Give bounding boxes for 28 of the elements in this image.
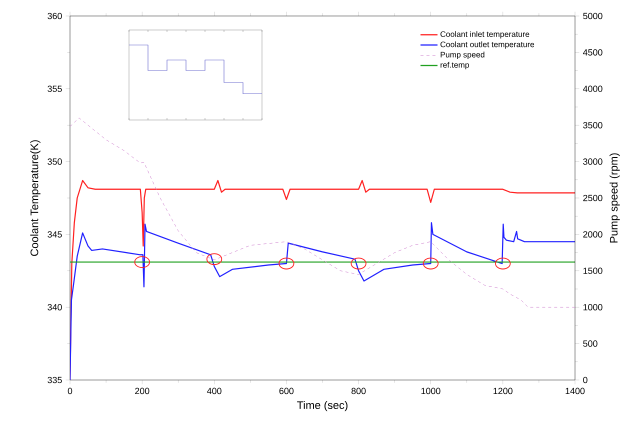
y2-tick-label: 0 (583, 376, 588, 384)
y2-axis-title: Pump speed (rpm) (610, 153, 620, 242)
y2-tick-label: 4500 (582, 49, 602, 56)
y2-tick-label: 3000 (583, 158, 602, 165)
x-tick-label: 200 (135, 388, 150, 394)
x-tick-label: 0 (68, 388, 72, 394)
x-axis-title: Time (sec) (297, 400, 348, 412)
y2-tick-label: 1500 (583, 268, 602, 274)
x-tick-label: 800 (351, 388, 366, 394)
y-axis-title: Coolant Temperature(K) (30, 140, 40, 256)
y2-tick-label: 4000 (582, 86, 602, 92)
x-tick-label: 1400 (566, 388, 585, 394)
x-tick-label: 1200 (494, 388, 512, 394)
x-tick-label: 600 (279, 388, 294, 394)
y2-tick-label: 2500 (583, 194, 602, 202)
y2-tick-label: 1000 (583, 304, 602, 310)
y-tick-label: 360 (48, 12, 62, 20)
y-tick-label: 345 (48, 231, 62, 238)
y2-tick-label: 2000 (583, 231, 602, 238)
x-tick-label: 1000 (421, 388, 440, 394)
y-tick-label: 340 (48, 304, 62, 310)
y-tick-label: 355 (48, 86, 62, 92)
y2-tick-label: 5000 (583, 12, 602, 20)
y2-tick-label: 500 (583, 340, 598, 347)
y-tick-label: 335 (48, 376, 62, 384)
y-tick-label: 350 (48, 158, 62, 165)
x-tick-label: 400 (207, 388, 222, 394)
y2-tick-label: 3500 (583, 122, 602, 128)
